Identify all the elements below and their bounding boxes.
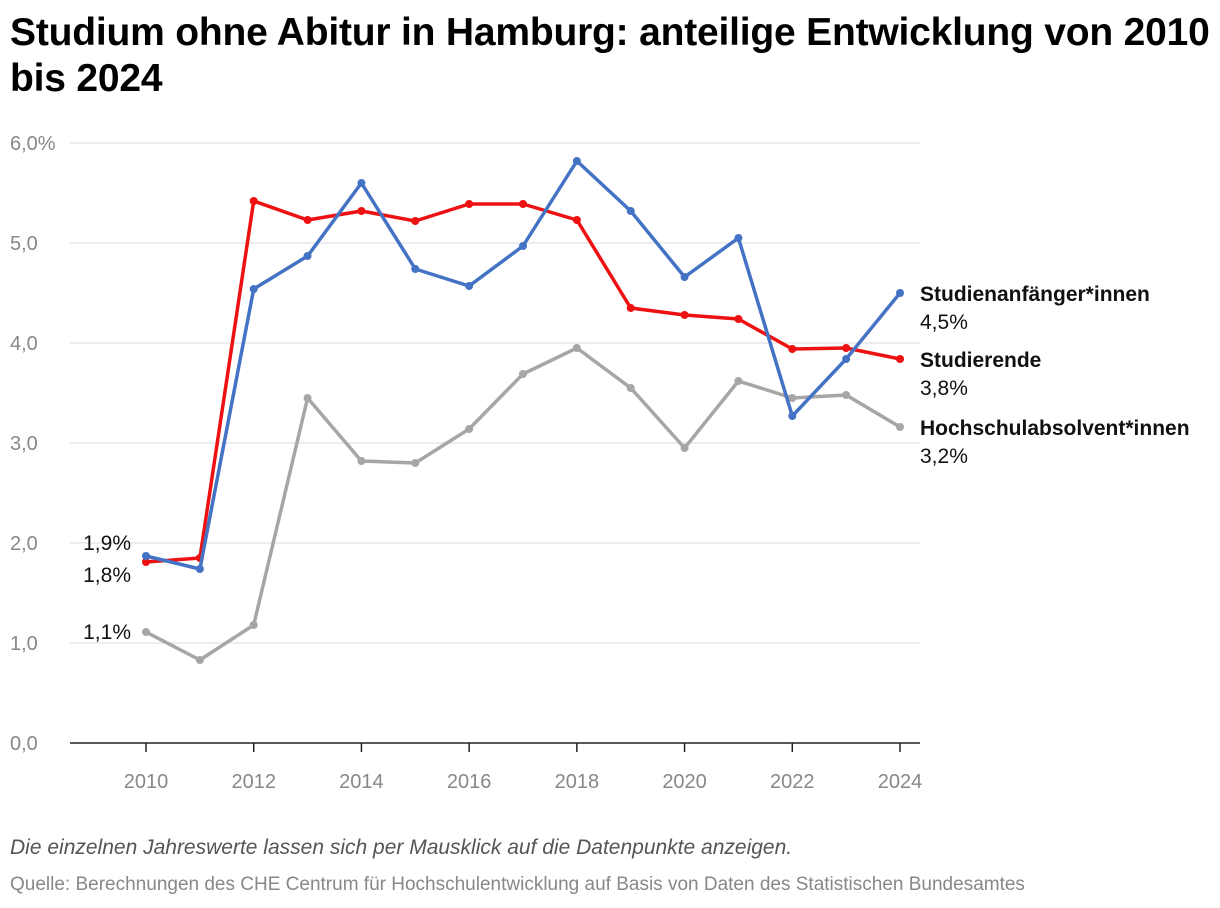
data-point [411,217,420,225]
data-point [788,412,797,420]
x-axis-ticks: 2010 2012 2014 2016 2018 2020 2022 2024 [124,743,923,793]
y-tick-label: 4,0 [10,333,38,355]
data-point [142,558,150,566]
data-point [572,344,581,352]
data-point [519,242,527,250]
data-point [734,377,743,385]
data-point [519,370,527,378]
series-end-value: 3,8% [920,377,968,400]
y-tick-label: 5,0 [10,233,38,255]
data-point [842,391,851,399]
chart-source: Quelle: Berechnungen des CHE Centrum für… [10,874,1025,895]
series-line [144,159,902,571]
start-value-label: 1,1% [83,621,131,644]
series-end-name: Studienanfänger*innen [920,283,1150,306]
data-point [788,345,797,353]
x-tick-label: 2014 [339,771,384,793]
y-axis-ticks: 0,0 1,0 2,0 3,0 4,0 5,0 6,0% [10,133,56,755]
x-tick-label: 2018 [555,771,600,793]
data-point [465,200,474,208]
data-point [303,394,312,402]
data-point [734,315,743,323]
data-point [142,628,150,636]
series-end-value: 4,5% [920,311,968,334]
data-point [519,200,527,208]
end-labels: Studienanfänger*innen 4,5% Studierende 3,8%… [920,283,1190,468]
data-point [572,157,581,165]
start-value-label: 1,9% [83,532,131,555]
data-point [626,207,635,215]
series-end-name: Hochschulabsolvent*innen [920,417,1190,440]
data-point [680,311,689,319]
x-tick-label: 2020 [662,771,707,793]
series-lines [142,157,904,664]
data-point [195,656,204,664]
data-point [195,565,204,573]
start-value-label: 1,8% [83,564,131,587]
data-point [249,285,258,293]
y-tick-label: 0,0 [10,733,38,755]
data-point [411,265,420,273]
data-point [896,423,904,431]
chart-title: Studium ohne Abitur in Hamburg: anteilig… [10,11,1210,100]
data-point [465,425,474,433]
y-tick-label: 2,0 [10,533,38,555]
chart-note: Die einzelnen Jahreswerte lassen sich pe… [10,836,793,859]
data-point [303,216,312,224]
data-point [142,552,150,560]
data-point [626,384,635,392]
data-point [411,459,420,467]
data-point [465,282,474,290]
data-point [680,273,689,281]
x-tick-label: 2024 [878,771,923,793]
y-tick-label: 6,0% [10,133,56,155]
series-line [144,199,902,564]
series-end-name: Studierende [920,349,1041,372]
data-point [572,216,581,224]
x-tick-label: 2022 [770,771,815,793]
x-tick-label: 2010 [124,771,169,793]
data-point [357,457,366,465]
y-tick-label: 1,0 [10,633,38,655]
data-point [303,252,312,260]
x-tick-label: 2016 [447,771,492,793]
data-point [842,355,851,363]
data-point [842,344,851,352]
data-point [896,355,904,363]
data-point [249,197,258,205]
data-point [357,207,366,215]
data-point [896,289,904,297]
data-point [734,234,743,242]
data-point [680,444,689,452]
data-point [249,621,258,629]
start-value-labels: 1,8% 1,9% 1,1% [83,532,131,644]
y-tick-label: 3,0 [10,433,38,455]
x-tick-label: 2012 [231,771,276,793]
data-point [788,394,797,402]
data-point [626,304,635,312]
series-end-value: 3,2% [920,445,968,468]
data-point [357,179,366,187]
